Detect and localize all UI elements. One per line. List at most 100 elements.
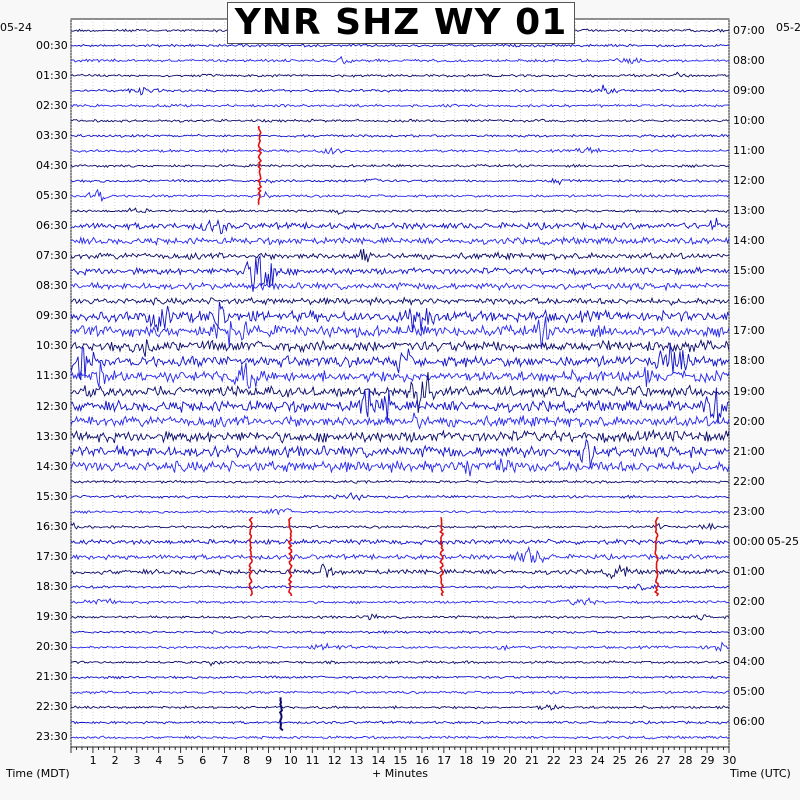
x-tick-label: 30 xyxy=(722,754,737,767)
trace-lines xyxy=(70,25,730,740)
x-tick-label: 7 xyxy=(221,754,229,767)
trace-line xyxy=(70,133,730,138)
x-tick-label: 8 xyxy=(243,754,251,767)
right-time-label: 00:00 xyxy=(733,534,765,548)
left-time-label: 08:30 xyxy=(36,279,68,293)
trace-line xyxy=(70,507,730,516)
left-time-label: 09:30 xyxy=(36,309,68,323)
event-spike xyxy=(278,697,284,732)
left-time-label: 19:30 xyxy=(36,610,68,624)
trace-line xyxy=(70,704,730,711)
trace-line xyxy=(70,479,730,484)
right-time-label: 06:00 xyxy=(733,715,765,729)
trace-line xyxy=(70,597,730,606)
right-midnight-date: 05-25 xyxy=(767,534,799,548)
left-time-label: 02:30 xyxy=(36,98,68,112)
x-tick-label: 14 xyxy=(371,754,386,767)
trace-line xyxy=(70,583,730,591)
right-time-label: 18:00 xyxy=(733,354,765,368)
x-tick-label: 23 xyxy=(568,754,583,767)
right-time-label: 23:00 xyxy=(733,504,765,518)
trace-line xyxy=(70,458,730,477)
x-tick-label: 29 xyxy=(700,754,715,767)
x-tick-label: 26 xyxy=(634,754,649,767)
trace-line xyxy=(70,103,730,108)
right-start-date: 05-2 xyxy=(776,21,800,34)
x-tick-label: 24 xyxy=(590,754,605,767)
x-tick-label: 16 xyxy=(415,754,430,767)
trace-line xyxy=(70,207,730,215)
left-axis-label: Time (MDT) xyxy=(6,767,70,780)
trace-line xyxy=(70,338,730,357)
left-time-label: 14:30 xyxy=(36,459,68,473)
trace-line xyxy=(70,412,730,430)
left-time-label: 11:30 xyxy=(36,369,68,383)
left-time-label: 20:30 xyxy=(36,640,68,654)
trace-line xyxy=(70,521,730,531)
right-time-label: 15:00 xyxy=(733,264,765,278)
x-tick-label: 11 xyxy=(305,754,320,767)
x-axis-label: + Minutes xyxy=(372,767,429,780)
left-time-label: 16:30 xyxy=(36,519,68,533)
x-tick-label: 9 xyxy=(265,754,273,767)
right-time-label: 03:00 xyxy=(733,625,765,639)
trace-line xyxy=(70,690,730,695)
left-time-label: 03:30 xyxy=(36,128,68,142)
right-time-label: 21:00 xyxy=(733,444,765,458)
left-time-label: 21:30 xyxy=(36,670,68,684)
left-time-label: 06:30 xyxy=(36,219,68,233)
trace-line xyxy=(70,491,730,501)
trace-line xyxy=(70,545,730,564)
event-spike xyxy=(248,517,254,597)
trace-line xyxy=(70,372,730,413)
right-axis-label: Time (UTC) xyxy=(730,767,791,780)
right-time-label: 14:00 xyxy=(733,234,765,248)
right-time-label: 08:00 xyxy=(733,53,765,67)
right-time-label: 05:00 xyxy=(733,685,765,699)
event-spikes xyxy=(248,125,660,732)
trace-line xyxy=(70,387,730,424)
right-time-label: 19:00 xyxy=(733,384,765,398)
left-time-label: 18:30 xyxy=(36,580,68,594)
x-tick-label: 22 xyxy=(546,754,561,767)
trace-line xyxy=(70,254,730,292)
trace-line xyxy=(70,342,730,381)
right-time-label: 04:00 xyxy=(733,655,765,669)
grid-dots xyxy=(70,19,730,747)
left-time-label: 05:30 xyxy=(36,188,68,202)
trace-line xyxy=(70,301,730,333)
trace-line xyxy=(70,163,730,169)
event-spike xyxy=(439,517,445,597)
trace-line xyxy=(70,675,730,680)
right-time-label: 09:00 xyxy=(733,83,765,97)
trace-line xyxy=(70,71,729,78)
left-time-label: 23:30 xyxy=(36,730,68,744)
right-time-label: 01:00 xyxy=(733,565,765,579)
trace-line xyxy=(70,428,730,444)
left-time-label: 22:30 xyxy=(36,700,68,714)
chart-title: YNR SHZ WY 01 xyxy=(234,2,568,43)
trace-line xyxy=(70,563,730,580)
trace-line xyxy=(70,235,730,247)
trace-line xyxy=(70,281,730,292)
x-tick-label: 1 xyxy=(89,754,97,767)
title-box: YNR SHZ WY 01 xyxy=(227,2,575,44)
right-time-label: 22:00 xyxy=(733,474,765,488)
trace-line xyxy=(70,177,730,186)
trace-line xyxy=(70,316,730,350)
trace-line xyxy=(70,43,730,48)
left-start-date: 05-24 xyxy=(0,21,32,34)
right-time-label: 02:00 xyxy=(733,595,765,609)
x-tick-label: 19 xyxy=(481,754,496,767)
trace-line xyxy=(70,735,730,740)
trace-line xyxy=(70,720,730,725)
left-time-label: 17:30 xyxy=(36,549,68,563)
x-tick-label: 5 xyxy=(177,754,185,767)
left-time-label: 04:30 xyxy=(36,158,68,172)
right-time-label: 16:00 xyxy=(733,294,765,308)
trace-line xyxy=(70,146,730,155)
x-tick-label: 4 xyxy=(155,754,163,767)
right-time-label: 10:00 xyxy=(733,113,765,127)
event-spike xyxy=(287,517,293,597)
